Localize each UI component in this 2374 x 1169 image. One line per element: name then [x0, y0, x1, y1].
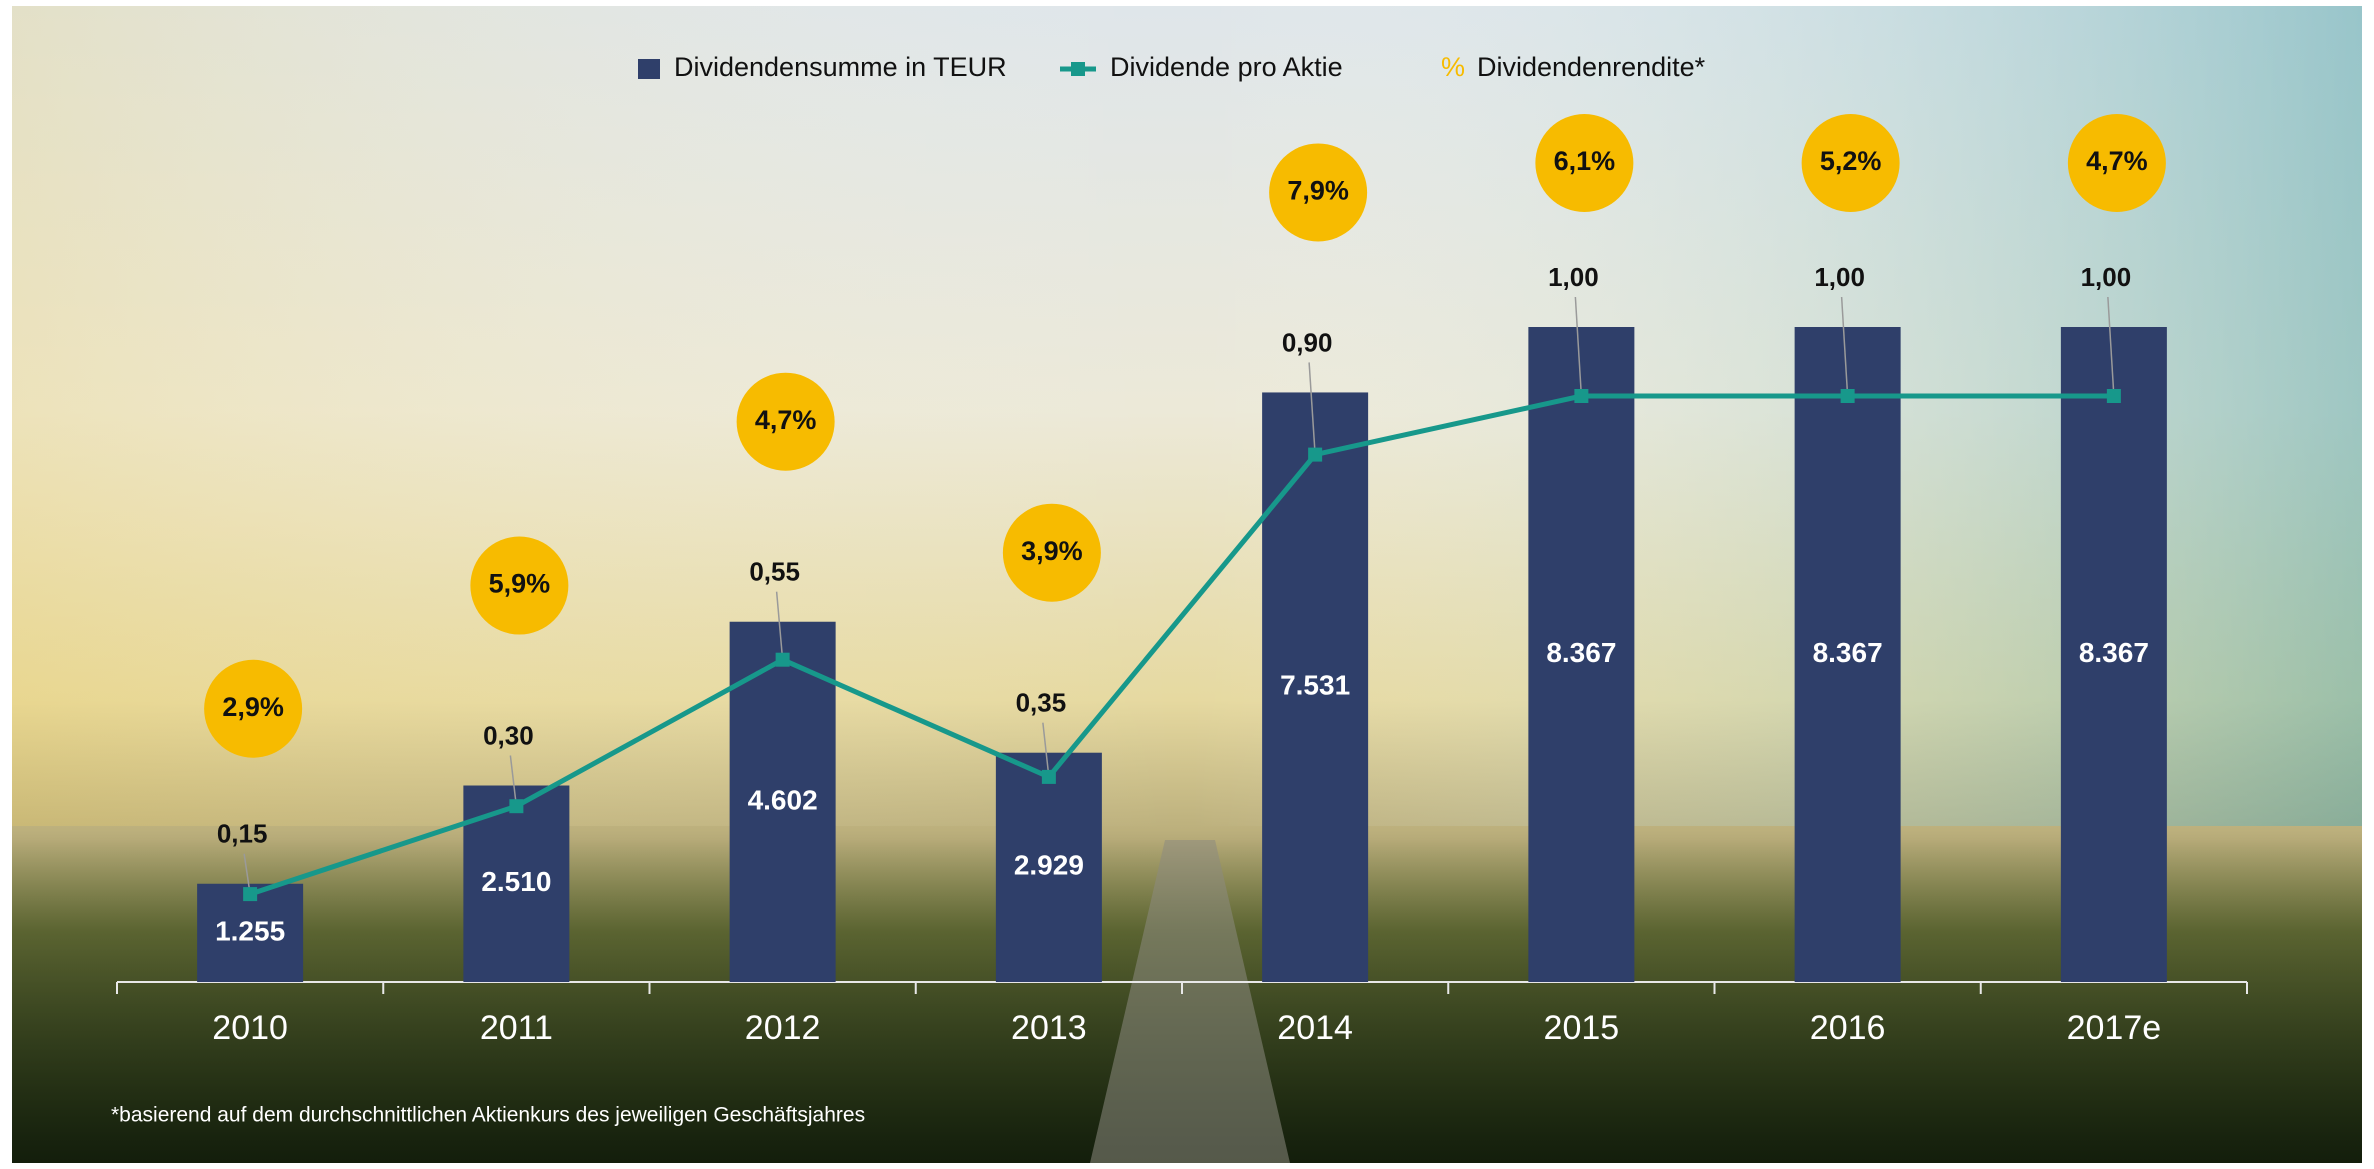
line-point — [1574, 389, 1588, 403]
line-value-label: 0,35 — [1016, 688, 1067, 718]
bar-value-label: 8.367 — [1546, 637, 1616, 668]
line-value-label: 0,55 — [749, 557, 800, 587]
x-tick-label: 2013 — [1011, 1009, 1087, 1047]
x-tick-label: 2015 — [1544, 1009, 1620, 1047]
x-tick-label: 2010 — [212, 1009, 288, 1047]
yield-label: 5,2% — [1820, 146, 1882, 176]
legend-swatch: % — [1441, 52, 1465, 82]
line-value-label: 0,15 — [217, 819, 268, 849]
line-value-label: 1,00 — [2081, 262, 2132, 292]
line-point — [1308, 448, 1322, 462]
yield-label: 4,7% — [755, 405, 817, 435]
yield-label: 6,1% — [1554, 146, 1616, 176]
x-tick-label: 2016 — [1810, 1009, 1886, 1047]
page: *basierend auf dem durchschnittlichen Ak… — [0, 0, 2374, 1169]
bar-value-label: 2.929 — [1014, 850, 1084, 881]
bar-value-label: 8.367 — [1813, 637, 1883, 668]
line-value-label: 0,90 — [1282, 327, 1333, 357]
yield-label: 7,9% — [1287, 176, 1349, 206]
legend-label: Dividende pro Aktie — [1110, 52, 1343, 82]
legend-label: Dividendenrendite* — [1477, 52, 1706, 82]
legend-label: Dividendensumme in TEUR — [674, 52, 1007, 82]
background-tint — [12, 6, 2362, 826]
yield-label: 4,7% — [2086, 146, 2148, 176]
line-value-label: 0,30 — [483, 720, 534, 750]
footnote: *basierend auf dem durchschnittlichen Ak… — [111, 1104, 865, 1127]
x-tick-label: 2011 — [480, 1009, 553, 1047]
x-tick-label: 2012 — [745, 1009, 821, 1047]
line-point — [1042, 770, 1056, 784]
line-point — [509, 799, 523, 813]
line-point — [243, 887, 257, 901]
bar-value-label: 2.510 — [481, 866, 551, 897]
yield-label: 2,9% — [222, 692, 284, 722]
yield-label: 5,9% — [489, 569, 551, 599]
x-tick-label: 2014 — [1277, 1009, 1353, 1047]
x-tick-label: 2017e — [2067, 1009, 2162, 1047]
line-point — [1841, 389, 1855, 403]
line-value-label: 1,00 — [1814, 262, 1865, 292]
bar-value-label: 7.531 — [1280, 670, 1350, 701]
yield-label: 3,9% — [1021, 536, 1083, 566]
legend-swatch — [1071, 62, 1085, 76]
bar-value-label: 1.255 — [215, 915, 285, 946]
line-point — [776, 653, 790, 667]
bar-value-label: 8.367 — [2079, 637, 2149, 668]
bar-value-label: 4.602 — [748, 784, 818, 815]
chart: *basierend auf dem durchschnittlichen Ak… — [0, 0, 2374, 1169]
line-point — [2107, 389, 2121, 403]
line-value-label: 1,00 — [1548, 262, 1599, 292]
legend-swatch — [638, 59, 660, 79]
